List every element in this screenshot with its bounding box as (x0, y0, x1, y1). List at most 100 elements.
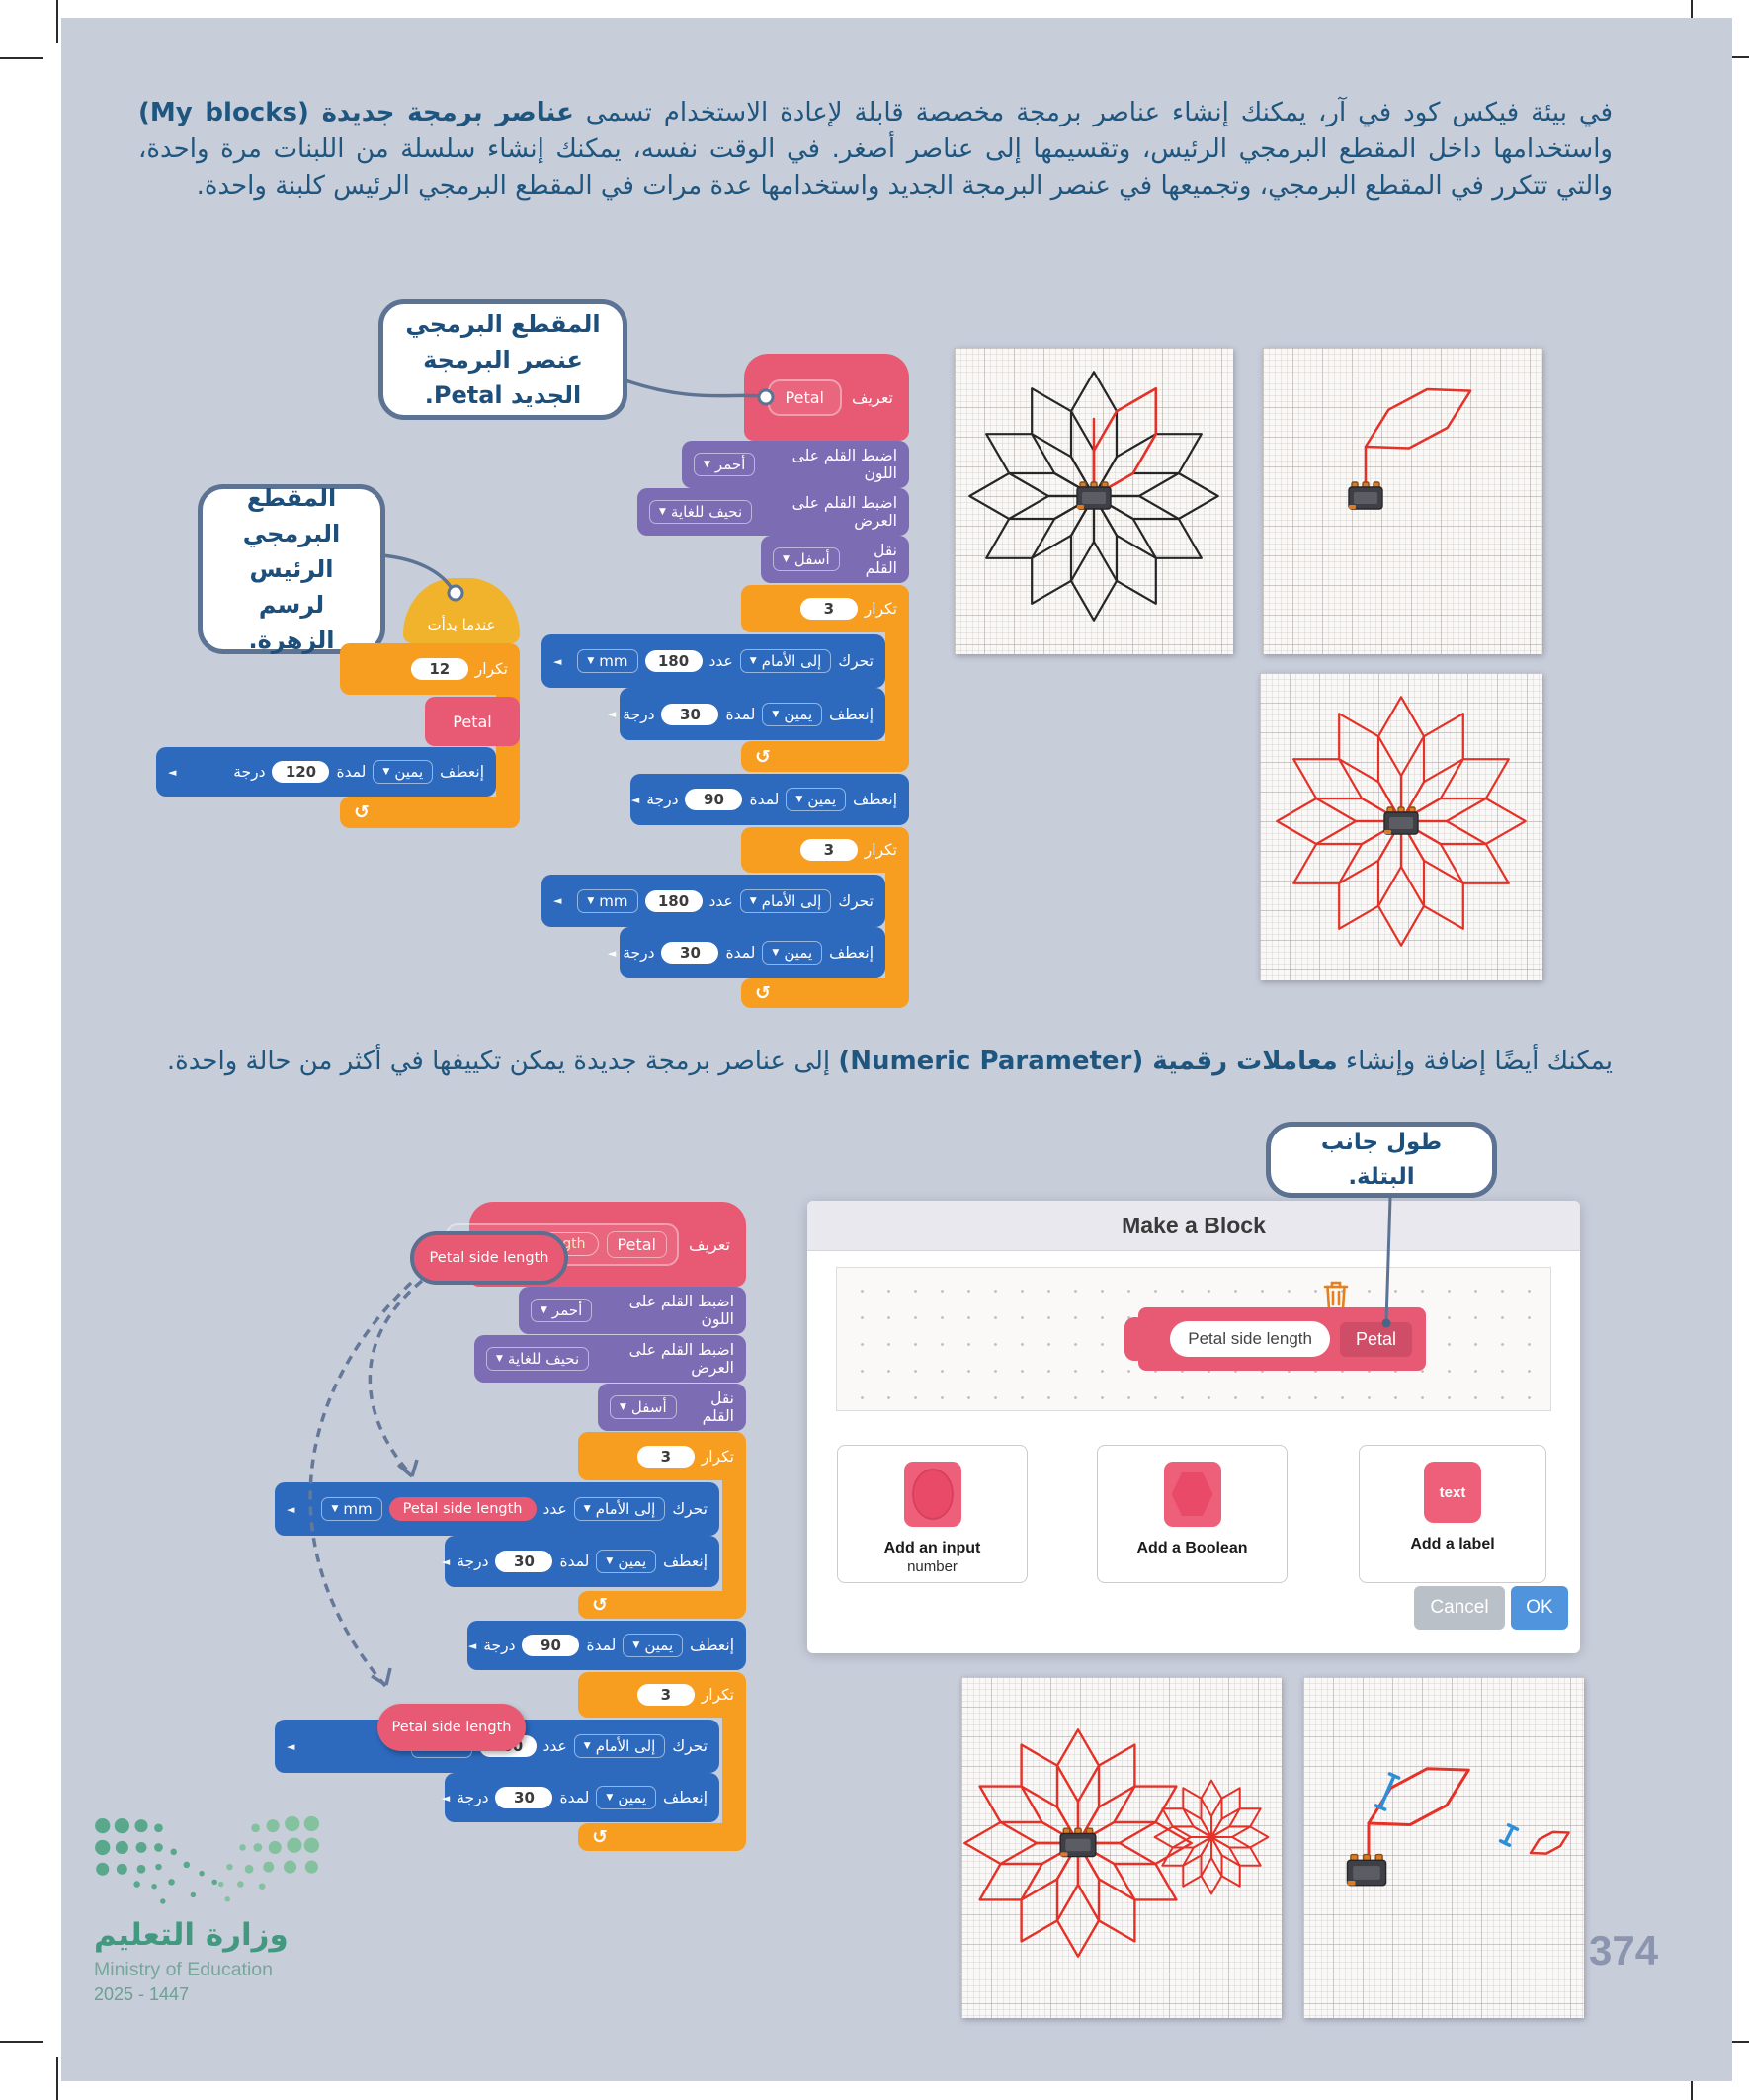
param-pill-used[interactable]: Petal side length (388, 1497, 537, 1521)
turn-direction-dropdown[interactable]: يمين ▼ (596, 1786, 657, 1809)
collapse-arrow-icon[interactable]: ◄ (467, 1638, 477, 1652)
repeat-block-header[interactable]: تكرار 3 (741, 827, 909, 873)
unit-value: mm (343, 1500, 373, 1518)
degrees-label: درجة (233, 763, 266, 781)
collapse-arrow-icon[interactable]: ◄ (441, 1554, 451, 1568)
add-label-card[interactable]: text Add a label (1359, 1445, 1546, 1583)
repeat-block-footer[interactable]: ↺ (340, 797, 520, 828)
preview-param-input[interactable]: Petal side length (1170, 1321, 1330, 1357)
turn-direction-dropdown[interactable]: يمين ▼ (786, 788, 847, 811)
add-input-number-card[interactable]: Add an input number (837, 1445, 1028, 1583)
unit-dropdown[interactable]: mm ▼ (577, 649, 638, 673)
collapse-arrow-icon[interactable]: ◄ (607, 946, 617, 960)
angle-input[interactable]: 30 (661, 703, 719, 725)
turn-right-90-block[interactable]: إنعطف يمين ▼ لمدة 90 درجة ◄ (630, 774, 909, 825)
pen-color-dropdown[interactable]: أحمر ▼ (531, 1299, 593, 1322)
direction-dropdown[interactable]: إلى الأمام ▼ (573, 1497, 666, 1521)
angle-input[interactable]: 30 (495, 1551, 553, 1572)
set-pen-color-block[interactable]: اضبط القلم على اللون أحمر ▼ (682, 441, 909, 488)
pen-width-dropdown[interactable]: نحيف للغاية ▼ (486, 1347, 590, 1371)
set-pen-color-block[interactable]: اضبط القلم على اللون أحمر ▼ (519, 1287, 746, 1334)
set-pen-width-block[interactable]: اضبط القلم على العرض نحيف للغاية ▼ (637, 488, 909, 536)
move-forward-param-block[interactable]: تحرك إلى الأمام ▼ عدد Petal side length m… (275, 1482, 719, 1536)
collapse-arrow-icon[interactable]: ◄ (630, 793, 640, 806)
ok-button[interactable]: OK (1511, 1586, 1568, 1630)
repeat-label: تكرار (474, 660, 508, 678)
distance-input[interactable]: 180 (644, 889, 703, 912)
repeat-block-footer[interactable]: ↺ (741, 741, 909, 772)
turn-right-30-block[interactable]: إنعطف يمين ▼ لمدة 30 درجة ◄ (441, 1536, 719, 1587)
direction-value: إلى الأمام (761, 891, 822, 910)
unit-dropdown[interactable]: mm ▼ (321, 1497, 382, 1521)
turn-right-30-block[interactable]: إنعطف يمين ▼ لمدة 30 درجة ◄ (441, 1773, 719, 1822)
collapse-arrow-icon[interactable]: ◄ (287, 1502, 295, 1516)
turn-label: إنعطف (853, 791, 897, 808)
move-forward-block[interactable]: تحرك إلى الأمام ▼ عدد 180 mm ▼ ◄ (541, 634, 885, 688)
move-forward-block[interactable]: تحرك إلى الأمام ▼ عدد 180 mm ▼ ◄ (541, 875, 885, 927)
collapse-arrow-icon[interactable]: ◄ (168, 765, 177, 779)
unit-dropdown[interactable]: mm ▼ (577, 888, 638, 913)
set-pen-color-label: اضبط القلم على اللون (791, 447, 897, 482)
turn-direction-dropdown[interactable]: يمين ▼ (762, 702, 823, 726)
turn-direction-dropdown[interactable]: يمين ▼ (623, 1634, 684, 1657)
chevron-down-icon: ▼ (772, 948, 780, 958)
cancel-button[interactable]: Cancel (1414, 1586, 1505, 1630)
repeat-count-input[interactable]: 3 (636, 1684, 695, 1706)
repeat-count-input[interactable]: 12 (410, 658, 468, 680)
distance-input[interactable]: 180 (644, 650, 703, 672)
turn-right-120-block[interactable]: إنعطف يمين ▼ لمدة 120 درجة ◄ (156, 747, 496, 797)
repeat-block-footer[interactable]: ↺ (741, 978, 909, 1008)
turn-direction-value: يمين (784, 705, 813, 723)
turn-right-30-block[interactable]: إنعطف يمين ▼ لمدة 30 درجة ◄ (608, 688, 885, 740)
add-boolean-card[interactable]: Add a Boolean (1097, 1445, 1288, 1583)
move-pen-block[interactable]: نقل القلم أسفل ▼ (761, 536, 909, 583)
define-petal-hat-block[interactable]: تعريف Petal (744, 354, 909, 441)
set-pen-width-block[interactable]: اضبط القلم على العرض نحيف للغاية ▼ (474, 1335, 746, 1383)
pen-width-dropdown[interactable]: نحيف للغاية ▼ (649, 500, 753, 524)
repeat-block-footer[interactable]: ↺ (578, 1591, 746, 1619)
collapse-arrow-icon[interactable]: ◄ (607, 708, 617, 720)
turn-direction-dropdown[interactable]: يمين ▼ (373, 760, 434, 784)
turn-right-30-block[interactable]: إنعطف يمين ▼ لمدة 30 درجة ◄ (608, 927, 885, 978)
stage-black-flower (955, 348, 1233, 654)
add-label-label: Add a label (1410, 1536, 1495, 1553)
direction-dropdown[interactable]: إلى الأمام ▼ (739, 888, 832, 913)
repeat-count-input[interactable]: 3 (799, 598, 858, 620)
angle-input[interactable]: 120 (272, 761, 330, 783)
angle-input[interactable]: 90 (685, 789, 743, 810)
para2-bold-term: معاملات رقمية (Numeric Parameter) (838, 1047, 1338, 1076)
petal-name: Petal (606, 1230, 667, 1258)
collapse-arrow-icon[interactable]: ◄ (553, 654, 562, 668)
petal-call-block[interactable]: Petal (425, 697, 520, 746)
loop-arrow-icon: ↺ (354, 801, 370, 823)
param-pill-dragging[interactable]: Petal side length (377, 1704, 526, 1751)
turn-direction-dropdown[interactable]: يمين ▼ (596, 1550, 657, 1573)
param-pill-selected[interactable]: Petal side length (410, 1231, 568, 1285)
repeat-count-input[interactable]: 3 (636, 1445, 695, 1468)
angle-input[interactable]: 30 (661, 942, 719, 964)
move-pen-block[interactable]: نقل القلم أسفل ▼ (598, 1384, 746, 1431)
pen-position-dropdown[interactable]: أسفل ▼ (773, 547, 840, 571)
pen-position-dropdown[interactable]: أسفل ▼ (610, 1395, 677, 1419)
chevron-down-icon: ▼ (772, 709, 780, 719)
turn-right-90-block[interactable]: إنعطف يمين ▼ لمدة 90 درجة ◄ (467, 1621, 746, 1670)
direction-dropdown[interactable]: إلى الأمام ▼ (573, 1734, 666, 1758)
turn-direction-dropdown[interactable]: يمين ▼ (762, 941, 823, 965)
collapse-arrow-icon[interactable]: ◄ (287, 1739, 295, 1753)
repeat-12-header[interactable]: تكرار 12 (340, 643, 520, 695)
number-input-icon (903, 1462, 961, 1527)
collapse-arrow-icon[interactable]: ◄ (441, 1791, 451, 1805)
direction-dropdown[interactable]: إلى الأمام ▼ (739, 649, 832, 673)
chevron-down-icon: ▼ (496, 1354, 503, 1364)
repeat-block-header[interactable]: تكرار 3 (578, 1672, 746, 1718)
petal-block-preview[interactable]: Petal Petal side length (1124, 1307, 1426, 1371)
repeat-block-header[interactable]: تكرار 3 (741, 585, 909, 632)
pen-color-dropdown[interactable]: أحمر ▼ (694, 453, 756, 476)
repeat-block-footer[interactable]: ↺ (578, 1823, 746, 1851)
petal-proto: Petal (767, 378, 842, 416)
angle-input[interactable]: 30 (495, 1787, 553, 1808)
collapse-arrow-icon[interactable]: ◄ (553, 894, 562, 907)
angle-input[interactable]: 90 (522, 1635, 580, 1656)
repeat-count-input[interactable]: 3 (799, 839, 858, 861)
repeat-block-header[interactable]: تكرار 3 (578, 1432, 746, 1480)
